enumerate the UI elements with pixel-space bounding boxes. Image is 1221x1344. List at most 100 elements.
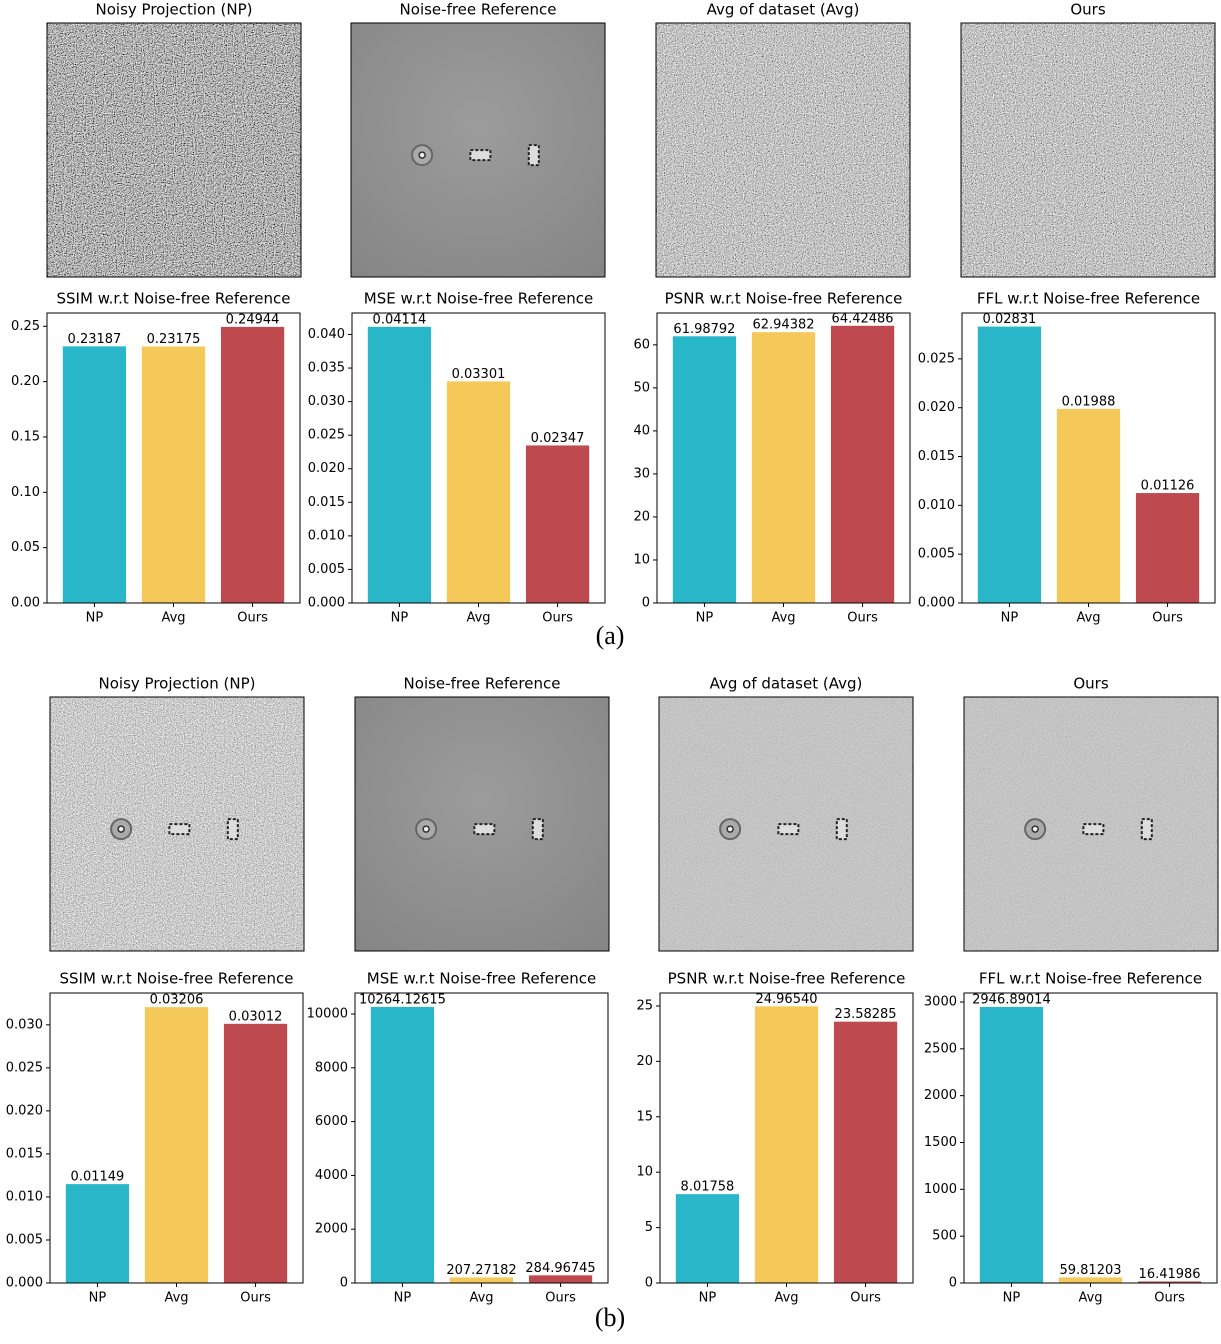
object bbox=[419, 152, 425, 158]
image bbox=[656, 23, 910, 277]
x-tick-label: Avg bbox=[466, 611, 490, 626]
bar bbox=[980, 1007, 1043, 1283]
x-tick-label: Avg bbox=[161, 611, 185, 626]
bar bbox=[831, 326, 894, 603]
bar bbox=[834, 1022, 897, 1283]
bar bbox=[1059, 1277, 1122, 1283]
chart-title: MSE w.r.t Noise-free Reference bbox=[364, 290, 593, 308]
y-tick-label: 20 bbox=[636, 1054, 653, 1069]
bar bbox=[752, 332, 815, 603]
y-tick-label: 2500 bbox=[924, 1041, 957, 1056]
y-tick-label: 0.025 bbox=[308, 428, 345, 443]
y-tick-label: 40 bbox=[633, 423, 650, 438]
y-tick-label: 0.000 bbox=[308, 596, 345, 611]
x-tick-label: NP bbox=[86, 611, 104, 626]
value-label: 0.02831 bbox=[983, 312, 1037, 327]
value-label: 0.24944 bbox=[226, 312, 280, 327]
image-title: Noisy Projection (NP) bbox=[99, 675, 256, 693]
y-tick-label: 0 bbox=[340, 1276, 348, 1291]
y-tick-label: 0.15 bbox=[11, 429, 40, 444]
bar bbox=[529, 1275, 592, 1283]
x-tick-label: Ours bbox=[240, 1291, 271, 1306]
y-tick-label: 3000 bbox=[924, 994, 957, 1009]
y-tick-label: 2000 bbox=[924, 1088, 957, 1103]
bar bbox=[224, 1024, 287, 1283]
image-title: Noisy Projection (NP) bbox=[96, 1, 253, 19]
x-tick-label: NP bbox=[1003, 1291, 1021, 1306]
y-tick-label: 0.015 bbox=[6, 1146, 43, 1161]
y-tick-label: 0.030 bbox=[308, 394, 345, 409]
y-tick-label: 0.010 bbox=[918, 498, 955, 513]
x-tick-label: Ours bbox=[542, 611, 573, 626]
value-label: 0.02347 bbox=[531, 431, 585, 446]
image bbox=[47, 23, 301, 277]
y-tick-label: 0.10 bbox=[11, 485, 40, 500]
chart-title: SSIM w.r.t Noise-free Reference bbox=[60, 970, 294, 988]
x-tick-label: Ours bbox=[1154, 1291, 1185, 1306]
x-tick-label: Ours bbox=[545, 1291, 576, 1306]
value-label: 0.03301 bbox=[452, 367, 506, 382]
figure: (a) (b) Noisy Projection (NP)Noise-free … bbox=[0, 0, 1221, 1340]
bar bbox=[221, 327, 284, 603]
bar bbox=[447, 381, 510, 603]
y-tick-label: 2000 bbox=[315, 1222, 348, 1237]
y-tick-label: 0.040 bbox=[308, 327, 345, 342]
object bbox=[778, 824, 798, 834]
value-label: 2946.89014 bbox=[972, 992, 1051, 1007]
y-tick-label: 0.035 bbox=[308, 361, 345, 376]
x-tick-label: NP bbox=[89, 1291, 107, 1306]
value-label: 0.03206 bbox=[150, 993, 204, 1008]
chart-title: FFL w.r.t Noise-free Reference bbox=[977, 290, 1200, 308]
chart-title: PSNR w.r.t Noise-free Reference bbox=[665, 290, 903, 308]
x-tick-label: Avg bbox=[1076, 611, 1100, 626]
value-label: 0.04114 bbox=[373, 312, 427, 327]
x-tick-label: NP bbox=[1001, 611, 1019, 626]
y-tick-label: 0.25 bbox=[11, 319, 40, 334]
value-label: 24.96540 bbox=[755, 992, 817, 1007]
value-label: 16.41986 bbox=[1139, 1267, 1201, 1282]
object bbox=[533, 819, 543, 839]
value-label: 0.01126 bbox=[1141, 479, 1195, 494]
y-tick-label: 10 bbox=[636, 1165, 653, 1180]
object bbox=[474, 824, 494, 834]
value-label: 207.27182 bbox=[446, 1263, 516, 1278]
value-label: 61.98792 bbox=[673, 322, 735, 337]
chart-title: SSIM w.r.t Noise-free Reference bbox=[57, 290, 291, 308]
image-title: Avg of dataset (Avg) bbox=[707, 1, 860, 19]
value-label: 59.81203 bbox=[1059, 1263, 1121, 1278]
bar bbox=[450, 1277, 513, 1283]
x-tick-label: NP bbox=[391, 611, 409, 626]
value-label: 0.01988 bbox=[1062, 394, 1116, 409]
value-label: 0.23175 bbox=[147, 332, 201, 347]
y-tick-label: 0.05 bbox=[11, 540, 40, 555]
chart-title: MSE w.r.t Noise-free Reference bbox=[367, 970, 596, 988]
bar bbox=[1057, 409, 1120, 603]
bar bbox=[673, 336, 736, 603]
y-tick-label: 0.005 bbox=[6, 1232, 43, 1247]
object bbox=[470, 150, 490, 160]
image-title: Ours bbox=[1073, 675, 1108, 693]
object bbox=[727, 826, 733, 832]
x-tick-label: Ours bbox=[237, 611, 268, 626]
bar bbox=[755, 1006, 818, 1283]
image-title: Noise-free Reference bbox=[400, 1, 557, 19]
y-tick-label: 10000 bbox=[307, 1007, 348, 1022]
x-tick-label: Avg bbox=[164, 1291, 188, 1306]
value-label: 0.23187 bbox=[68, 332, 122, 347]
y-tick-label: 50 bbox=[633, 380, 650, 395]
x-tick-label: Ours bbox=[847, 611, 878, 626]
x-tick-label: Avg bbox=[774, 1291, 798, 1306]
y-tick-label: 25 bbox=[636, 998, 653, 1013]
y-tick-label: 6000 bbox=[315, 1114, 348, 1129]
bar bbox=[371, 1007, 434, 1283]
y-tick-label: 60 bbox=[633, 337, 650, 352]
panel-label: (a) bbox=[596, 621, 625, 650]
y-tick-label: 10 bbox=[633, 552, 650, 567]
object bbox=[1142, 819, 1152, 839]
y-tick-label: 0.000 bbox=[6, 1276, 43, 1291]
y-tick-label: 0.010 bbox=[6, 1189, 43, 1204]
x-tick-label: Ours bbox=[850, 1291, 881, 1306]
value-label: 0.01149 bbox=[71, 1170, 125, 1185]
y-tick-label: 0.015 bbox=[308, 495, 345, 510]
value-label: 284.96745 bbox=[525, 1261, 595, 1276]
